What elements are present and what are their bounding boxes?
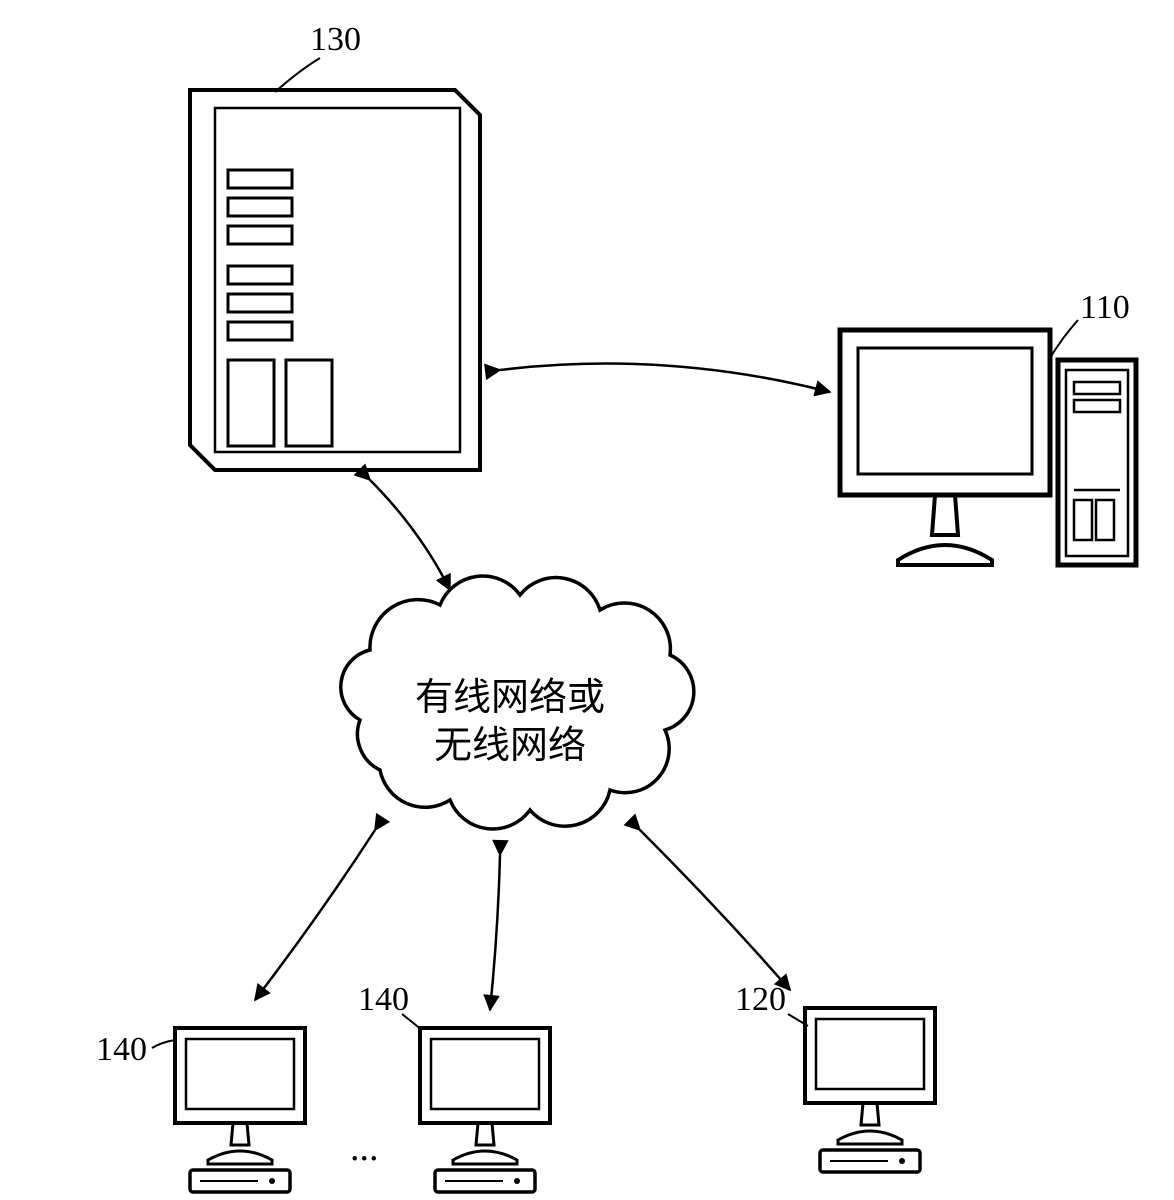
leader-110 <box>1050 320 1078 358</box>
client-140b-label: 140 <box>358 981 409 1018</box>
edge-server-cloud <box>370 480 450 590</box>
leader-140b <box>402 1014 422 1030</box>
cloud-text-1: 有线网络或 <box>415 677 605 719</box>
desktop-big-node <box>840 330 1136 565</box>
edge-server-desktop <box>500 364 830 392</box>
client-120-node <box>805 1008 935 1172</box>
client-140b-node <box>420 1028 550 1192</box>
network-diagram: 130 110 有线网络或 无线网络 140 <box>0 0 1174 1200</box>
desktop-big-label: 110 <box>1080 289 1130 326</box>
leader-140a <box>152 1040 175 1048</box>
client-140a-node <box>175 1028 305 1192</box>
leader-130 <box>275 58 320 92</box>
server-label: 130 <box>310 21 361 58</box>
client-120-label: 120 <box>735 981 786 1018</box>
edge-cloud-140a <box>255 830 375 1000</box>
server-node <box>190 90 480 470</box>
cloud-text-2: 无线网络 <box>434 725 586 767</box>
edge-cloud-140b <box>490 855 500 1010</box>
ellipsis-text: ... <box>350 1127 379 1169</box>
cloud-node: 有线网络或 无线网络 <box>341 576 694 829</box>
edge-cloud-120 <box>640 830 790 990</box>
client-140a-label: 140 <box>96 1031 147 1068</box>
